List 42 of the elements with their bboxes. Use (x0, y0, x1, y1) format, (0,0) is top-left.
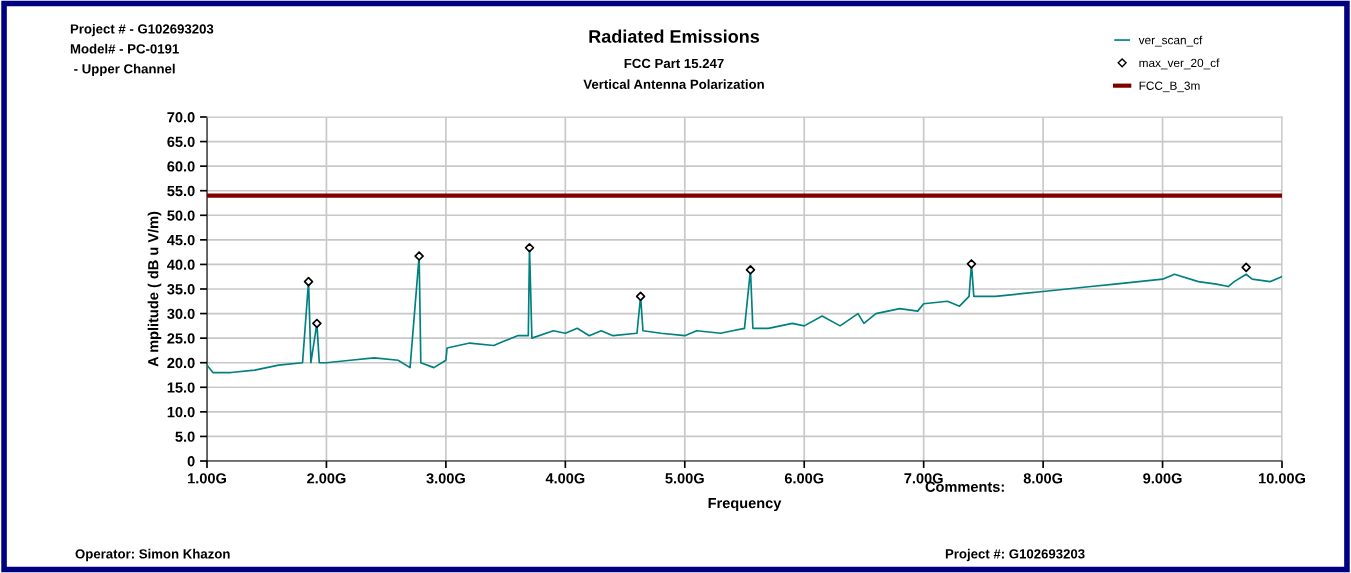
y-tick-label: 45.0 (167, 234, 195, 246)
x-tick-label: 1.00G (188, 473, 226, 484)
y-tick-label: 60.0 (167, 161, 195, 172)
y-tick-label: 65.0 (167, 136, 195, 147)
y-tick-label: 20.0 (167, 357, 195, 369)
text: Project # - G102693203 Model# - PC-0191 - Upper Channel (70, 23, 214, 77)
x-tick-label: 5.00G (665, 473, 704, 484)
x-tick-label: 2.00G (307, 473, 346, 484)
text: Operator: Simon Khazon (75, 548, 230, 562)
x-tick-label: 8.00G (1023, 473, 1063, 484)
legend-label: max_ver_20_cf (1139, 58, 1220, 70)
x-tick-label: 3.00G (426, 473, 465, 484)
x-tick-label: 4.00G (545, 473, 585, 484)
y-tick-label: 35.0 (167, 284, 195, 295)
y-axis-title: A mplitude ( dB u V/m) (147, 211, 162, 367)
y-tick-label: 55.0 (167, 185, 195, 197)
point (966, 259, 977, 269)
point (524, 242, 535, 253)
legend-label: FCC_B_3m (1139, 81, 1200, 93)
x-tick-label: 6.00G (784, 473, 824, 484)
x-tick-label: 9.00G (1143, 473, 1182, 484)
y-tick-label: 70.0 (167, 112, 195, 123)
chart-title: Radiated Emissions (589, 29, 760, 43)
y-tick-label: 30.0 (167, 308, 195, 320)
y-tick-label: 15.0 (167, 382, 195, 393)
chart-subtitle: FCC Part 15.247 Vertical Antenna Polarization (583, 58, 764, 89)
y-tick-label: 40.0 (167, 259, 195, 270)
y-tick-label: 50.0 (167, 210, 195, 221)
y-tick-label: 5.0 (175, 431, 195, 442)
y-tick-label: 10.0 (167, 406, 195, 418)
x-tick-label: 10.00G (1259, 473, 1306, 484)
point (303, 276, 314, 287)
y-tick-label: 0 (187, 456, 195, 467)
point (414, 251, 424, 261)
text: Project #: G102693203 (945, 548, 1085, 562)
point (635, 291, 646, 302)
legend-label: ver_scan_cf (1138, 35, 1203, 47)
y-tick-label: 25.0 (167, 333, 195, 344)
point (1241, 262, 1251, 273)
point (745, 265, 756, 275)
x-axis-title: Frequency (708, 498, 782, 512)
point (312, 318, 322, 329)
